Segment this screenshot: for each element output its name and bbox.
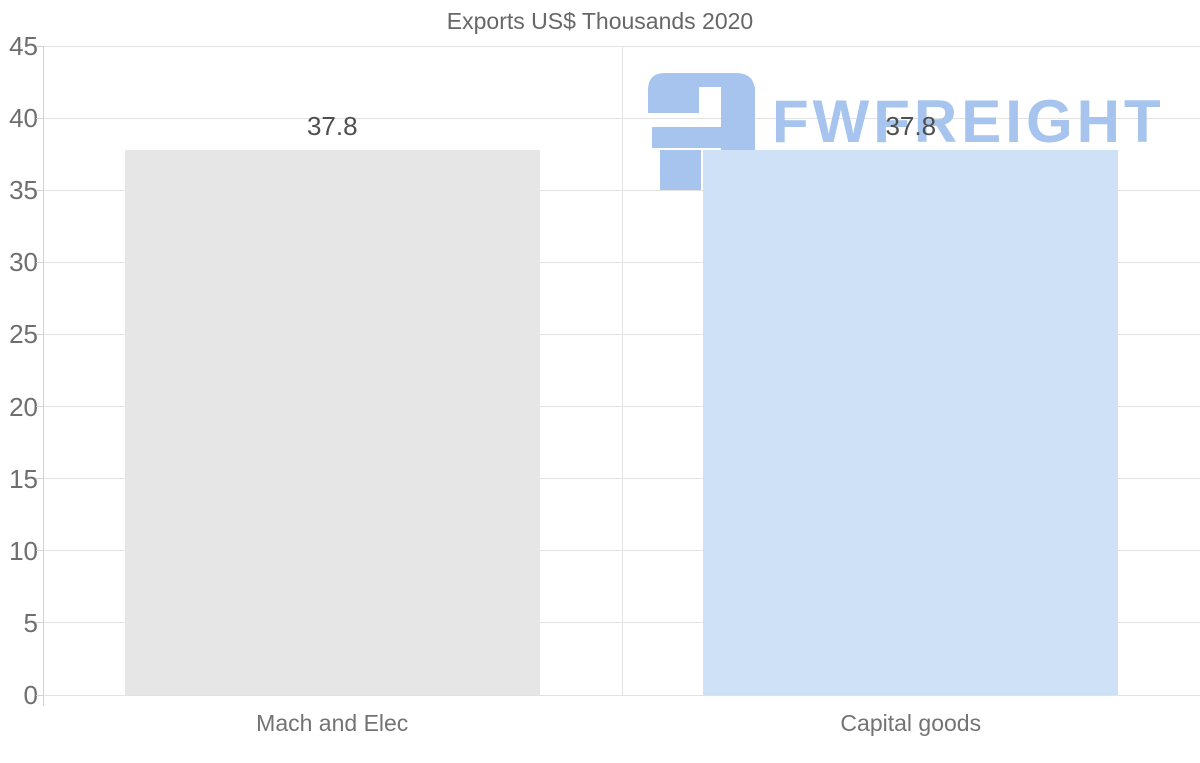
category-divider-line [621,46,623,695]
ytick-mark-5 [36,622,43,624]
bar-mach-and-elec[interactable] [124,149,540,695]
ytick-label-25: 25 [9,319,38,350]
gridline-y-0 [43,694,1200,696]
ytick-mark-30 [36,261,43,263]
ytick-label-45: 45 [9,31,38,61]
ytick-mark-40 [36,117,43,119]
category-label-1: Mach and Elec [256,710,409,736]
ytick-mark-15 [36,478,43,480]
ytick-label-20: 20 [9,391,38,422]
ytick-label-5: 5 [23,607,38,638]
ytick-mark-20 [36,406,43,408]
ytick-label-30: 30 [9,247,38,278]
ytick-label-0: 0 [23,680,38,710]
ytick-label-15: 15 [9,463,38,494]
watermark-text: FWFREIGHT [772,88,1165,155]
ytick-label-40: 40 [9,103,38,134]
chart-title: Exports US$ Thousands 2020 [446,8,754,34]
ytick-label-35: 35 [9,175,38,206]
bar-capital-goods[interactable] [703,149,1119,695]
ytick-mark-45 [36,45,43,47]
category-label-2: Capital goods [840,710,982,736]
y-axis-line [43,46,44,706]
value-label-2: 37.8 [885,110,937,141]
value-label-1: 37.8 [306,110,358,141]
ytick-mark-0 [36,694,43,696]
ytick-label-10: 10 [9,535,38,566]
ytick-mark-25 [36,333,43,335]
ytick-mark-10 [36,550,43,552]
ytick-mark-35 [36,189,43,191]
